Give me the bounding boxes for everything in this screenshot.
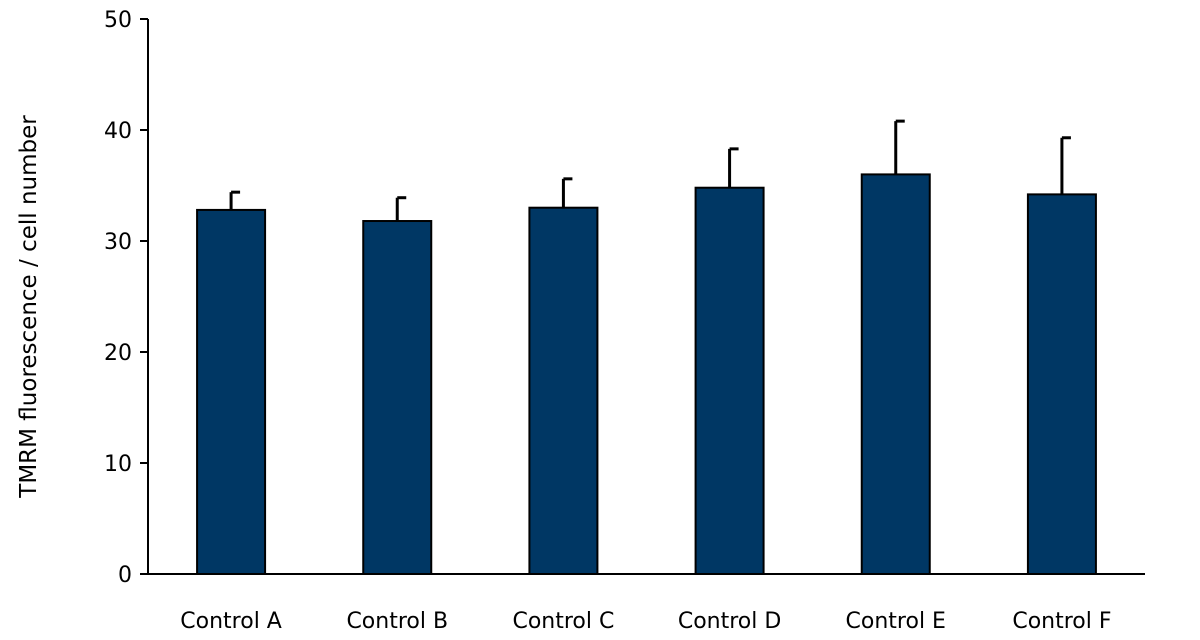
bars-group <box>196 173 1097 576</box>
bar <box>528 206 599 575</box>
y-tick-label: 30 <box>104 230 132 255</box>
x-labels-group: Control A Control B Control C Control D Cont… <box>180 609 1111 634</box>
error-bars-group <box>229 119 1071 222</box>
x-category-label: Control D <box>678 609 781 634</box>
x-category-label: Control F <box>1012 609 1111 634</box>
y-tick-label: 20 <box>104 341 132 366</box>
y-tick-label: 50 <box>104 8 132 33</box>
x-category-label: Control C <box>512 609 614 634</box>
bar <box>694 186 765 575</box>
bar <box>196 208 267 575</box>
y-tick-label: 10 <box>104 452 132 477</box>
x-category-label: Control A <box>180 609 282 634</box>
y-ticks-group: 0 10 20 30 40 50 <box>104 8 148 588</box>
y-tick-label: 40 <box>104 119 132 144</box>
y-axis-title: TMRM fluorescence / cell number <box>16 115 42 499</box>
bar <box>1026 193 1097 575</box>
bar <box>860 173 931 575</box>
y-tick-label: 0 <box>118 563 132 588</box>
x-category-label: Control E <box>846 609 946 634</box>
x-category-label: Control B <box>346 609 448 634</box>
bar <box>362 220 433 576</box>
